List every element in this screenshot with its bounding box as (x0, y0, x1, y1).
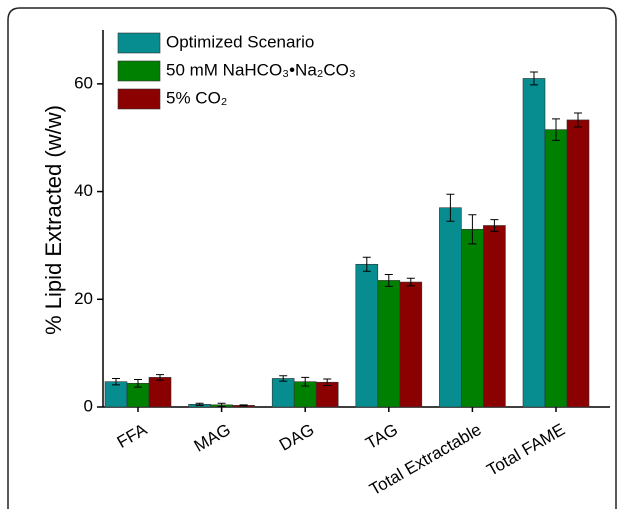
error-bar (134, 379, 142, 388)
x-tick-label: FFA (114, 420, 151, 452)
error-bar (301, 376, 310, 387)
bar (522, 78, 546, 408)
legend-label: 5% CO₂ (166, 88, 227, 107)
y-tick-label: 40 (74, 181, 93, 200)
legend-swatch (117, 32, 161, 54)
frame (7, 7, 617, 509)
bar (271, 378, 295, 408)
error-bar (468, 214, 477, 245)
bar (355, 263, 379, 408)
x-tick-label: Total FAME (483, 420, 568, 480)
y-axis-title: % Lipid Extracted (w/w) (41, 105, 66, 335)
bar (461, 228, 484, 408)
bar (377, 280, 401, 408)
bar (544, 129, 568, 408)
bar (148, 377, 172, 408)
error-bar (112, 377, 120, 386)
legend-label: 50 mM NaHCO₃•Na₂CO₃ (166, 60, 356, 79)
error-bar (156, 374, 164, 381)
error-bar (195, 402, 204, 406)
bar (439, 207, 462, 408)
error-bar (362, 256, 371, 272)
x-tick-label: TAG (362, 420, 401, 453)
error-bar (574, 112, 582, 128)
y-tick-label: 0 (84, 396, 93, 415)
bar (104, 381, 128, 408)
error-bar (239, 404, 248, 407)
legend-swatch (117, 88, 161, 110)
error-bar (406, 277, 415, 287)
error-bar (552, 118, 560, 141)
bar (399, 281, 423, 408)
error-bar (530, 71, 538, 86)
error-bar (279, 375, 288, 382)
legend-label: Optimized Scenario (166, 32, 314, 51)
x-tick-label: MAG (191, 420, 234, 456)
legend-swatch (117, 60, 161, 82)
error-bar (490, 219, 499, 232)
bar (566, 119, 590, 408)
x-tick-label: DAG (276, 420, 317, 455)
error-bar (323, 378, 332, 386)
error-bar (446, 193, 455, 222)
error-bar (384, 274, 393, 287)
y-tick-label: 20 (74, 289, 93, 308)
bar (483, 225, 506, 408)
error-bar (217, 402, 226, 407)
y-tick-label: 60 (74, 73, 93, 92)
